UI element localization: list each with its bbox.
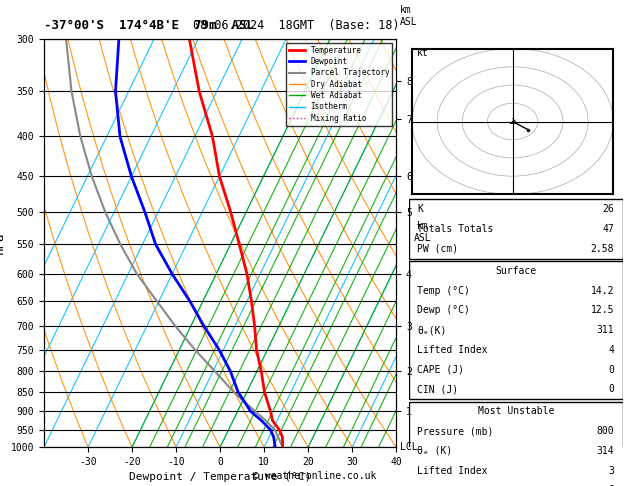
Text: 800: 800 — [596, 426, 614, 436]
Text: PW (cm): PW (cm) — [418, 244, 459, 254]
Text: 26: 26 — [603, 204, 614, 214]
Text: 08.06.2024  18GMT  (Base: 18): 08.06.2024 18GMT (Base: 18) — [193, 18, 399, 32]
Text: 4: 4 — [608, 345, 614, 355]
Text: Lifted Index: Lifted Index — [418, 466, 488, 476]
Legend: Temperature, Dewpoint, Parcel Trajectory, Dry Adiabat, Wet Adiabat, Isotherm, Mi: Temperature, Dewpoint, Parcel Trajectory… — [286, 43, 392, 125]
Text: 47: 47 — [603, 224, 614, 234]
Text: θₑ (K): θₑ (K) — [418, 446, 453, 456]
Text: Lifted Index: Lifted Index — [418, 345, 488, 355]
Text: Totals Totals: Totals Totals — [418, 224, 494, 234]
Text: © weatheronline.co.uk: © weatheronline.co.uk — [253, 471, 376, 481]
Text: θₑ(K): θₑ(K) — [418, 325, 447, 335]
Text: CAPE (J): CAPE (J) — [418, 364, 464, 375]
Text: Most Unstable: Most Unstable — [477, 406, 554, 417]
Text: 0: 0 — [608, 364, 614, 375]
Text: Pressure (mb): Pressure (mb) — [418, 426, 494, 436]
Text: kt: kt — [417, 48, 429, 58]
Text: LCL: LCL — [400, 442, 418, 452]
Text: 3: 3 — [608, 466, 614, 476]
Text: km
ASL: km ASL — [399, 5, 417, 27]
Text: -37°00'S  174°4B'E  79m  ASL: -37°00'S 174°4B'E 79m ASL — [44, 18, 254, 32]
Text: 14.2: 14.2 — [591, 286, 614, 295]
Text: CIN (J): CIN (J) — [418, 384, 459, 394]
Text: Surface: Surface — [495, 266, 537, 276]
Y-axis label: km
ASL: km ASL — [414, 222, 431, 243]
Text: 2.58: 2.58 — [591, 244, 614, 254]
Text: 314: 314 — [596, 446, 614, 456]
Text: 311: 311 — [596, 325, 614, 335]
Text: Temp (°C): Temp (°C) — [418, 286, 470, 295]
Text: K: K — [418, 204, 423, 214]
Text: 0: 0 — [608, 384, 614, 394]
X-axis label: Dewpoint / Temperature (°C): Dewpoint / Temperature (°C) — [129, 472, 311, 483]
Text: 12.5: 12.5 — [591, 305, 614, 315]
Y-axis label: hPa: hPa — [0, 232, 5, 254]
Text: 08.06.2024  18GMT  (Base: 18): 08.06.2024 18GMT (Base: 18) — [431, 49, 601, 59]
Text: Dewp (°C): Dewp (°C) — [418, 305, 470, 315]
